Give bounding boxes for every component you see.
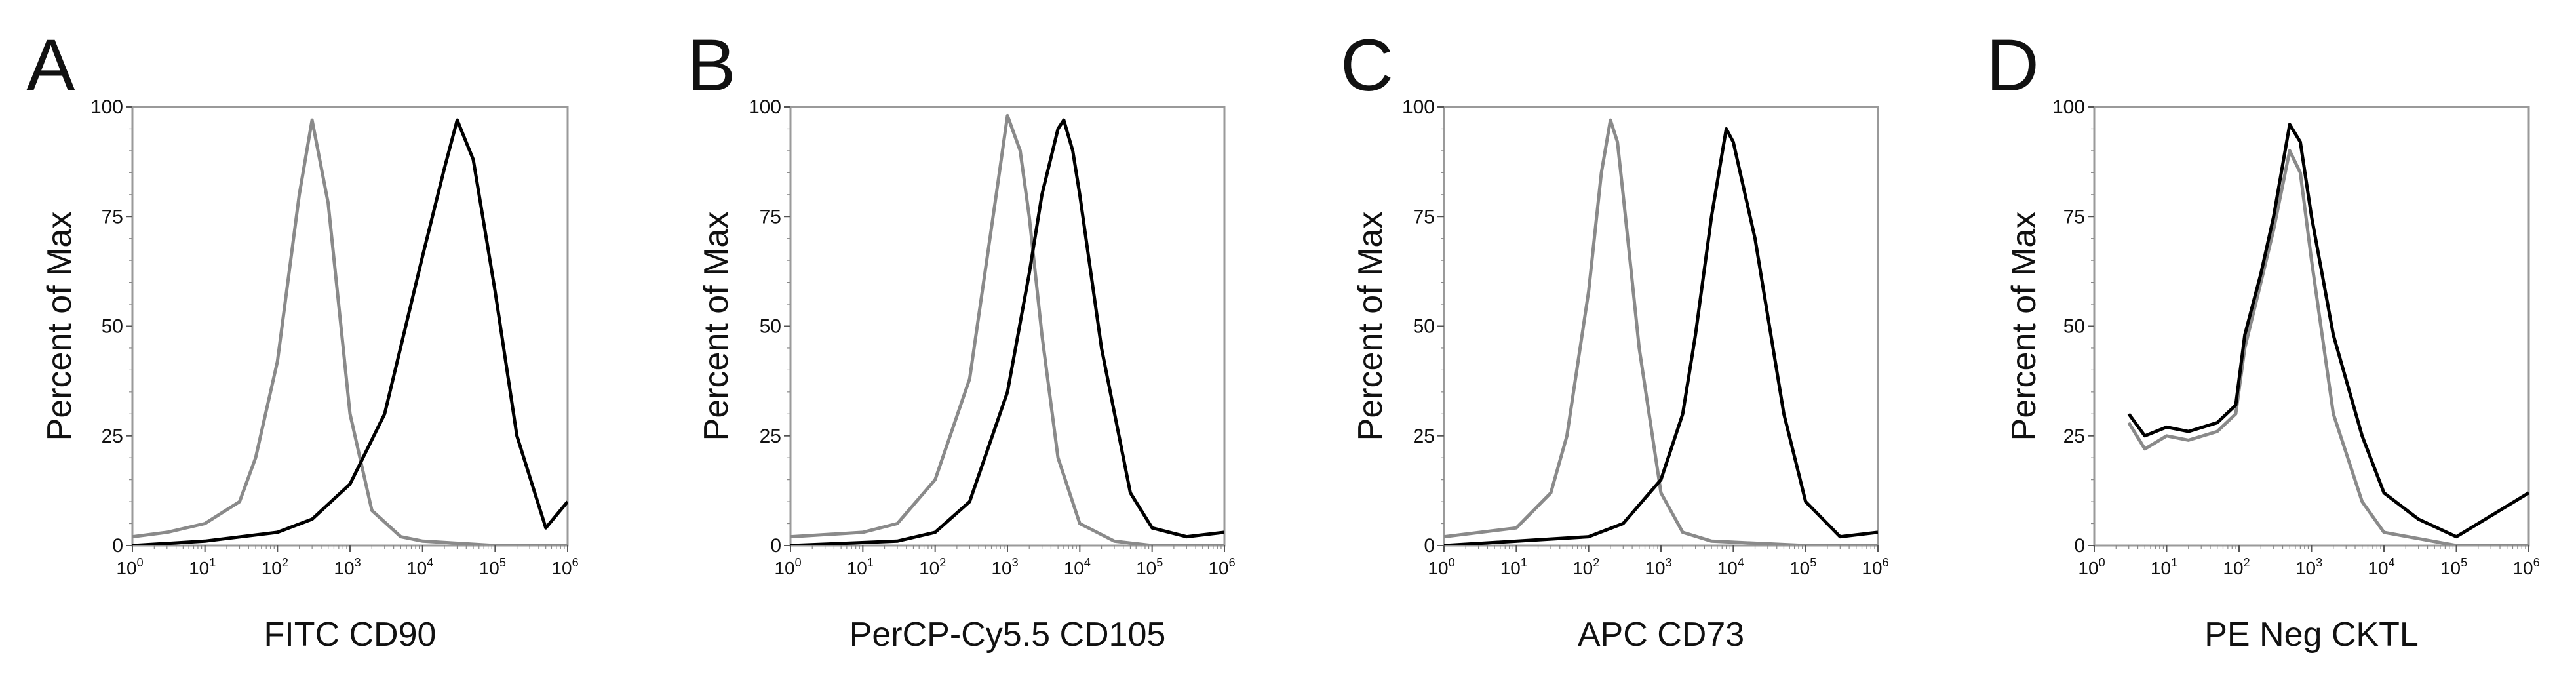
y-tick-label: 50 <box>760 316 781 338</box>
x-tick-label: 101 <box>189 556 216 578</box>
x-tick-label: 103 <box>991 556 1018 578</box>
panel-label: D <box>1986 24 2039 106</box>
series-line-cd73 <box>1444 127 1878 545</box>
x-tick-label: 103 <box>2295 556 2322 578</box>
x-tick-label: 105 <box>1136 556 1163 578</box>
y-axis-title: Percent of Max <box>1352 212 1390 441</box>
y-tick-label: 75 <box>2063 206 2085 228</box>
x-tick-label: 101 <box>1500 556 1527 578</box>
panel-label: A <box>26 24 75 106</box>
y-tick-label: 100 <box>1402 96 1435 118</box>
y-tick-label: 25 <box>102 426 123 447</box>
series-line-control <box>1444 118 1878 545</box>
y-tick-label: 100 <box>2052 96 2085 118</box>
y-axis-title: Percent of Max <box>697 212 735 441</box>
y-tick-label: 0 <box>2074 535 2085 557</box>
x-tick-label: 102 <box>1572 556 1599 578</box>
x-tick-label: 104 <box>406 556 433 578</box>
panel-label: B <box>687 24 736 106</box>
y-tick-label: 25 <box>1413 426 1435 447</box>
x-tick-label: 102 <box>262 556 288 578</box>
y-axis-title: Percent of Max <box>41 212 79 441</box>
x-axis-title: PE Neg CKTL <box>2204 616 2419 654</box>
y-tick-label: 25 <box>760 426 781 447</box>
x-tick-label: 104 <box>1064 556 1091 578</box>
x-tick-label: 100 <box>2078 556 2105 578</box>
series-line-isotype <box>2127 149 2529 545</box>
x-tick-label: 100 <box>116 556 143 578</box>
series-line-cd90 <box>132 118 568 545</box>
x-tick-label: 105 <box>1789 556 1816 578</box>
panel-d: D 0 25 50 75 100 100 101 102 103 104 105 106 Percent … <box>1986 24 2540 654</box>
series-line-control <box>790 113 1224 545</box>
x-tick-label: 105 <box>2440 556 2467 578</box>
x-tick-label: 105 <box>479 556 506 578</box>
y-tick-label: 100 <box>749 96 781 118</box>
y-tick-label: 50 <box>2063 316 2085 338</box>
x-tick-label: 103 <box>1645 556 1671 578</box>
x-tick-label: 102 <box>2223 556 2250 578</box>
panel-b: B 0 25 50 75 100 100 101 102 103 104 105 106 Percent … <box>687 24 1236 654</box>
x-axis-title: FITC CD90 <box>264 616 437 654</box>
x-tick-label: 104 <box>2368 556 2394 578</box>
x-axis-title: PerCP-Cy5.5 CD105 <box>849 616 1166 654</box>
x-tick-label: 100 <box>1428 556 1454 578</box>
panel-c: C 0 25 50 75 100 100 101 102 103 104 105 106 Percent … <box>1340 24 1889 654</box>
plot-frame <box>789 106 1226 547</box>
x-tick-label: 104 <box>1717 556 1744 578</box>
x-tick-label: 101 <box>2151 556 2177 578</box>
y-tick-label: 0 <box>112 535 123 557</box>
y-axis-title: Percent of Max <box>2005 212 2043 441</box>
x-tick-label: 103 <box>334 556 361 578</box>
x-tick-label: 106 <box>2512 556 2539 578</box>
plot-frame <box>2093 106 2530 547</box>
panel-a: A 0 25 50 75 100 100 101 102 103 104 105 106 Percent … <box>26 24 579 654</box>
y-tick-label: 75 <box>102 206 123 228</box>
series-line-sample <box>2127 123 2529 539</box>
y-tick-label: 100 <box>90 96 123 118</box>
y-tick-label: 75 <box>1413 206 1435 228</box>
plot-frame <box>131 106 569 547</box>
x-axis-title: APC CD73 <box>1578 616 1744 654</box>
x-tick-label: 106 <box>1208 556 1235 578</box>
y-tick-label: 50 <box>102 316 123 338</box>
panel-label: C <box>1340 24 1394 106</box>
series-line-control <box>132 118 568 545</box>
y-tick-label: 50 <box>1413 316 1435 338</box>
x-tick-label: 106 <box>1862 556 1888 578</box>
x-tick-label: 106 <box>551 556 578 578</box>
y-tick-label: 25 <box>2063 426 2085 447</box>
y-tick-label: 0 <box>770 535 781 557</box>
x-tick-label: 102 <box>919 556 946 578</box>
series-line-cd105 <box>790 118 1224 545</box>
y-tick-label: 75 <box>760 206 781 228</box>
x-tick-label: 100 <box>774 556 801 578</box>
x-tick-label: 101 <box>847 556 874 578</box>
y-tick-label: 0 <box>1424 535 1435 557</box>
